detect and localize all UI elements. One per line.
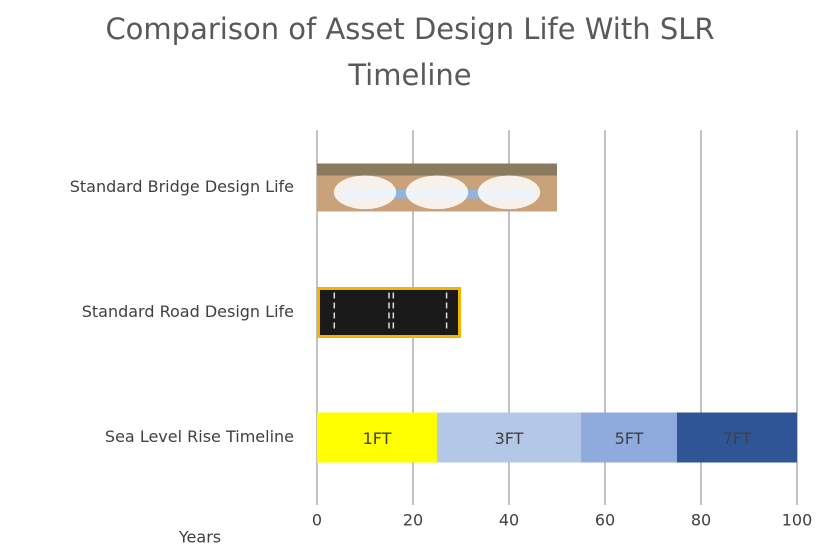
x-tick-label: 0 <box>312 511 322 530</box>
segment-label: 1FT <box>363 429 392 448</box>
x-tick-label: 100 <box>782 511 813 530</box>
bridge-arch <box>406 176 468 210</box>
x-tick-label: 40 <box>499 511 519 530</box>
chart: Comparison of Asset Design Life With SLR… <box>0 0 818 550</box>
y-tick-label: Sea Level Rise Timeline <box>105 427 294 446</box>
x-axis-label: Years <box>178 528 221 547</box>
bar <box>317 164 557 212</box>
x-tick-label: 80 <box>691 511 711 530</box>
bridge-arch <box>478 176 540 210</box>
y-tick-label: Standard Road Design Life <box>82 302 294 321</box>
y-tick-label: Standard Bridge Design Life <box>70 177 294 196</box>
segment-label: 7FT <box>723 429 752 448</box>
segment-label: 5FT <box>615 429 644 448</box>
bar <box>319 289 460 337</box>
plot: Years 0 20 40 60 80 100 Standard Bridge Design… <box>0 0 818 550</box>
segment-label: 3FT <box>495 429 524 448</box>
bridge-arch <box>334 176 396 210</box>
bridge-deck <box>317 164 557 176</box>
x-tick-label: 20 <box>403 511 423 530</box>
x-tick-label: 60 <box>595 511 615 530</box>
